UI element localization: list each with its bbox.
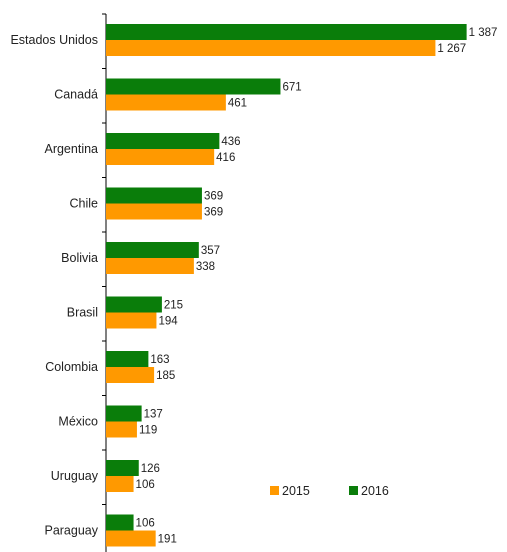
data-label: 163	[150, 354, 169, 366]
data-label: 191	[158, 534, 177, 546]
bar-2016	[106, 187, 202, 204]
bar-2015	[106, 312, 157, 329]
bar-2016	[106, 405, 142, 422]
category-label: Estados Unidos	[10, 33, 98, 47]
legend-label-2016: 2016	[361, 484, 389, 498]
legend-label-2015: 2015	[282, 484, 310, 498]
data-label: 369	[204, 191, 223, 203]
bar-2015	[106, 530, 156, 547]
data-label: 194	[158, 316, 178, 328]
axis-layer	[102, 13, 107, 552]
data-label: 215	[164, 300, 183, 312]
bar-2015	[106, 40, 436, 56]
data-label: 671	[282, 82, 301, 94]
category-label: Uruguay	[51, 469, 99, 483]
labels-layer: Estados Unidos Canadá Argentina Chile Bolivi…	[10, 27, 497, 546]
data-label: 369	[204, 207, 223, 219]
category-label: Paraguay	[44, 524, 98, 538]
bar-2015	[106, 149, 215, 165]
bar-2016	[106, 133, 220, 149]
legend-swatch-2015	[270, 486, 279, 495]
category-label: Bolivia	[61, 251, 98, 265]
data-label: 119	[139, 425, 157, 437]
category-label: Canadá	[54, 88, 98, 102]
data-label: 106	[136, 479, 155, 491]
category-label: Chile	[70, 197, 99, 211]
bar-2015	[106, 203, 202, 220]
bar-2015	[106, 476, 134, 492]
category-label: Brasil	[67, 306, 98, 320]
bar-2016	[106, 296, 162, 313]
data-label: 357	[201, 245, 220, 257]
bar-2016	[106, 24, 467, 40]
data-label: 106	[136, 518, 155, 530]
data-label: 1 267	[437, 43, 466, 55]
data-label: 1 387	[469, 27, 498, 39]
bar-2015	[106, 421, 137, 438]
bar-2016	[106, 78, 281, 95]
bar-2016	[106, 242, 199, 258]
bar-2016	[106, 351, 149, 367]
bars-layer	[106, 24, 467, 547]
data-label: 338	[196, 261, 215, 273]
data-label: 185	[156, 370, 175, 382]
category-label: México	[58, 415, 98, 429]
data-label: 436	[221, 136, 240, 148]
category-label: Colombia	[45, 360, 98, 374]
category-label: Argentina	[44, 142, 98, 156]
data-label: 461	[228, 98, 247, 110]
bar-2015	[106, 367, 155, 383]
bar-2015	[106, 94, 226, 111]
bar-2015	[106, 258, 194, 274]
bar-2016	[106, 514, 134, 531]
legend-swatch-2016	[349, 486, 358, 495]
bar-2016	[106, 460, 139, 476]
data-label: 416	[216, 152, 235, 164]
data-label: 126	[141, 463, 160, 475]
data-label: 137	[144, 409, 163, 421]
legend: 2015 2016	[270, 484, 389, 498]
